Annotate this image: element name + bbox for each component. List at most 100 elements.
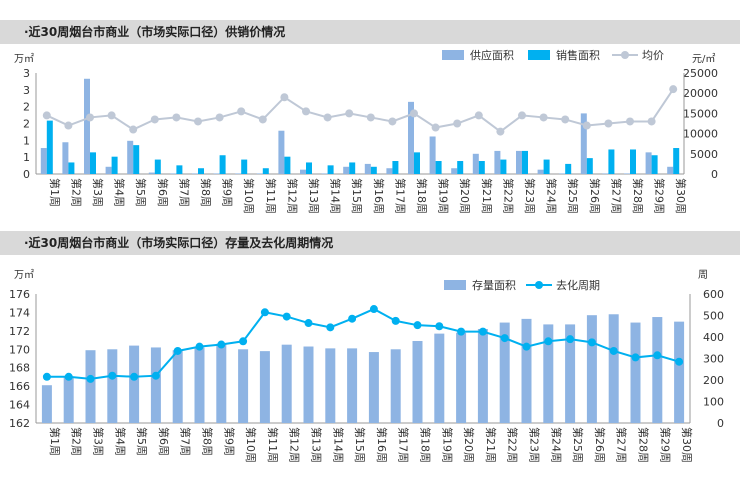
point-均价 — [669, 85, 678, 94]
bar-存量面积 — [238, 349, 249, 423]
bar-销售面积 — [349, 162, 356, 174]
category-label: 第14周 — [331, 427, 345, 463]
category-label: 第28周 — [631, 178, 645, 214]
bar-供应面积 — [62, 142, 69, 174]
bar-存量面积 — [368, 352, 379, 423]
category-label: 第20周 — [458, 178, 472, 214]
point-去化周期 — [304, 319, 313, 328]
point-均价 — [582, 121, 591, 130]
bar-销售面积 — [457, 161, 464, 174]
point-去化周期 — [609, 346, 618, 355]
left-axis-unit: 万㎡ — [14, 53, 34, 65]
bar-存量面积 — [347, 348, 358, 423]
right-axis-unit: 周 — [698, 269, 708, 281]
category-label: 第18周 — [419, 427, 433, 463]
bar-供应面积 — [40, 148, 47, 174]
right-tick-label: 400 — [703, 331, 724, 344]
bar-存量面积 — [281, 344, 292, 423]
point-去化周期 — [653, 351, 662, 360]
point-均价 — [42, 111, 51, 120]
bar-供应面积 — [300, 169, 306, 174]
category-label: 第7周 — [179, 427, 193, 456]
bar-供应面积 — [213, 173, 220, 174]
category-label: 第30周 — [674, 178, 688, 214]
point-去化周期 — [239, 337, 248, 346]
point-去化周期 — [130, 372, 139, 381]
left-tick-label: 2 — [23, 118, 30, 131]
bar-销售面积 — [198, 168, 204, 174]
bar-供应面积 — [127, 140, 134, 174]
point-均价 — [237, 107, 246, 116]
category-label: 第2周 — [70, 427, 84, 456]
bar-存量面积 — [456, 332, 467, 423]
category-label: 第1周 — [48, 427, 62, 456]
bar-销售面积 — [608, 149, 615, 174]
bar-销售面积 — [219, 155, 226, 174]
bar-销售面积 — [46, 120, 53, 174]
point-均价 — [474, 111, 483, 120]
category-label: 第13周 — [307, 178, 321, 214]
category-label: 第10周 — [244, 427, 258, 463]
category-label: 第12周 — [288, 427, 302, 463]
bar-存量面积 — [630, 322, 641, 423]
point-去化周期 — [413, 321, 422, 330]
left-tick-label: 1 — [23, 134, 30, 147]
line-去化周期 — [46, 307, 680, 380]
chart1-header: ·近30周烟台市商业（市场实际口径）供销价情况 — [0, 20, 740, 44]
bar-销售面积 — [522, 150, 528, 174]
category-label: 第17周 — [397, 427, 411, 463]
legend-label: 存量面积 — [472, 278, 516, 292]
point-均价 — [280, 93, 289, 102]
bar-存量面积 — [477, 329, 488, 423]
bar-销售面积 — [111, 156, 118, 174]
bar-供应面积 — [537, 169, 544, 174]
legend-marker-均价 — [621, 51, 629, 59]
category-label: 第7周 — [177, 178, 191, 207]
point-均价 — [215, 113, 224, 122]
bar-销售面积 — [154, 159, 161, 174]
right-tick-label: 10000 — [683, 128, 718, 141]
category-label: 第6周 — [156, 178, 170, 207]
legend-label: 销售面积 — [556, 48, 600, 62]
legend-marker-去化周期 — [535, 281, 543, 289]
category-label: 第9周 — [222, 427, 236, 456]
point-均价 — [647, 117, 656, 126]
point-去化周期 — [42, 372, 51, 381]
bar-销售面积 — [370, 166, 377, 174]
legend-swatch-供应面积 — [442, 50, 464, 60]
bar-存量面积 — [499, 322, 510, 423]
category-label: 第27周 — [615, 427, 629, 463]
bar-供应面积 — [494, 150, 501, 174]
category-label: 第17周 — [393, 178, 407, 214]
bar-存量面积 — [172, 350, 183, 423]
bar-存量面积 — [608, 314, 619, 423]
right-tick-label: 25000 — [683, 67, 718, 80]
category-label: 第11周 — [266, 427, 280, 463]
point-去化周期 — [457, 327, 466, 336]
bar-供应面积 — [451, 168, 458, 174]
left-tick-label: 164 — [9, 399, 30, 412]
bar-销售面积 — [673, 148, 680, 174]
line-均价 — [46, 88, 675, 133]
bar-供应面积 — [386, 168, 393, 174]
bar-供应面积 — [235, 173, 242, 174]
legend-swatch-销售面积 — [528, 50, 550, 60]
bar-存量面积 — [674, 321, 685, 423]
bar-存量面积 — [194, 347, 205, 423]
chart1-title: ·近30周烟台市商业（市场实际口径）供销价情况 — [24, 25, 286, 39]
right-tick-label: 500 — [703, 310, 724, 323]
bar-供应面积 — [624, 173, 630, 174]
bar-销售面积 — [500, 159, 507, 174]
right-tick-label: 0 — [717, 417, 724, 430]
category-label: 第8周 — [201, 427, 215, 456]
point-均价 — [150, 115, 159, 124]
point-去化周期 — [522, 342, 531, 351]
category-label: 第14周 — [329, 178, 343, 214]
right-tick-label: 15000 — [683, 107, 718, 120]
point-均价 — [518, 111, 526, 120]
bar-供应面积 — [256, 173, 263, 174]
category-label: 第26周 — [588, 178, 602, 214]
category-label: 第10周 — [242, 178, 256, 214]
point-去化周期 — [500, 334, 509, 343]
point-均价 — [323, 113, 332, 122]
